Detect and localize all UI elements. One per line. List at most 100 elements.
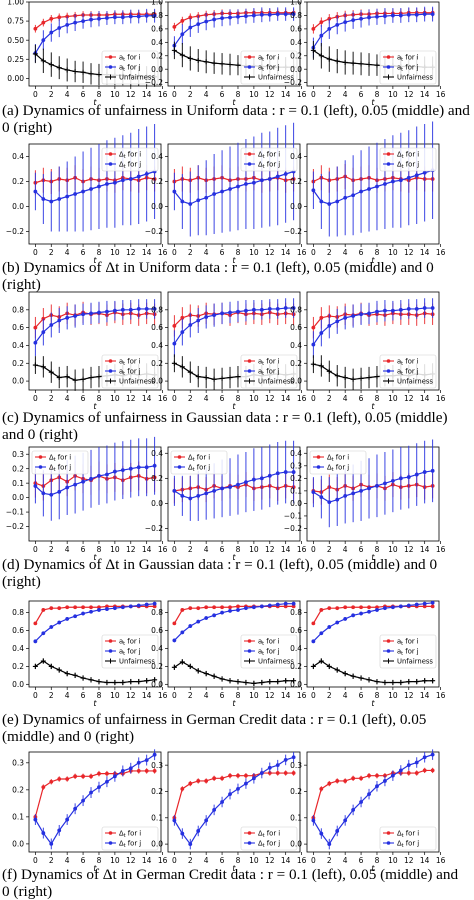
x-tick-label: 0 [311,394,316,403]
y-tick-label: 0.0 [151,377,163,386]
data-point [211,673,217,679]
y-tick-label: 0.2 [290,474,302,483]
caption-a: (a) Dynamics of unfairness in Uniform da… [2,102,474,136]
data-point [180,608,185,612]
data-point [187,663,193,669]
x-tick-label: 4 [204,856,209,865]
data-point [383,481,387,486]
data-point [89,311,93,316]
legend-marker [247,658,252,664]
series-j [311,298,435,358]
data-point [398,604,403,609]
x-tick-label: 12 [126,691,136,700]
data-point [259,680,265,686]
data-point [41,330,46,334]
data-point [310,361,316,367]
x-tick-label: 16 [158,248,168,257]
data-point [228,605,232,610]
y-tick-label: 0.0 [290,65,302,74]
data-point [187,369,193,375]
x-tick-label: 16 [436,691,446,700]
x-tick-label: 14 [281,856,291,865]
data-point [49,16,54,21]
y-tick-label: −0.2 [145,227,163,236]
data-point [212,488,217,493]
caption-f: (f) Dynamics of Δt in German Credit data… [2,866,474,900]
data-point [327,781,332,786]
data-point [275,771,280,775]
data-point [311,818,316,823]
data-point [342,671,348,677]
x-tick-label: 2 [49,856,54,865]
data-point [180,630,185,635]
series-j [33,601,157,644]
data-point [335,779,340,783]
series-line [34,170,155,203]
x-tick-label: 10 [110,691,120,700]
x-tick-label: 14 [420,248,430,257]
data-point [236,482,240,487]
data-point [33,189,38,194]
data-point [351,18,356,23]
data-point [275,307,280,311]
data-point [136,679,142,685]
data-point [291,755,296,760]
data-point [196,493,201,498]
data-point [251,13,256,18]
legend-marker [108,65,113,69]
data-point [73,806,78,811]
y-tick-label: 0.4 [290,449,302,458]
data-point [203,375,209,381]
x-tick-label: 10 [249,394,259,403]
legend-box [240,50,298,85]
y-tick-label: 0.1 [290,486,302,495]
legend-marker [108,378,113,384]
data-point [351,776,356,781]
data-point [41,608,46,612]
y-tick-label: −0.2 [284,78,302,87]
data-point [291,771,296,775]
data-point [220,776,224,781]
legend-box [379,634,437,669]
data-point [343,315,348,320]
data-point [97,16,101,21]
data-point [366,375,372,381]
data-point [367,792,371,797]
legend-marker [386,649,391,653]
y-tick-label: −0.2 [145,524,163,533]
data-point [81,611,85,616]
x-tick-label: 12 [404,545,414,554]
data-point [73,20,78,25]
y-tick-label: 0.6 [12,323,24,332]
data-point [196,619,201,624]
data-point [65,23,70,27]
data-point [319,331,324,335]
data-point [327,26,332,31]
data-point [220,486,224,491]
y-tick-label: −0.2 [145,78,163,87]
y-tick-label: 0.2 [151,359,163,368]
data-point [275,763,280,768]
data-point [236,14,240,19]
y-tick-label: 0.0 [290,680,302,689]
x-tick-label: 14 [142,248,152,257]
x-tick-label: 2 [327,545,332,554]
y-tick-label: 0.4 [290,341,302,350]
x-tick-label: 0 [311,248,316,257]
chart-panel-c-left: 0 2 4 6 8 10 12 14 16 t 0.0 0.2 0.4 0.6 0.8 at for iat … [12,291,168,411]
data-point [211,60,217,66]
data-point [359,312,363,317]
data-point [251,605,256,610]
y-tick-label: −0.2 [284,524,302,533]
data-point [422,604,427,609]
data-point [367,311,371,316]
legend-label: Δt for i [258,151,280,161]
legend: Δt for iΔt for j [31,450,89,475]
legend-label: Δt for j [258,840,280,850]
data-point [33,484,38,488]
data-point [236,786,240,791]
legend-marker [108,74,113,80]
plot-frame [28,291,162,391]
y-tick-label: 0.8 [151,608,163,617]
